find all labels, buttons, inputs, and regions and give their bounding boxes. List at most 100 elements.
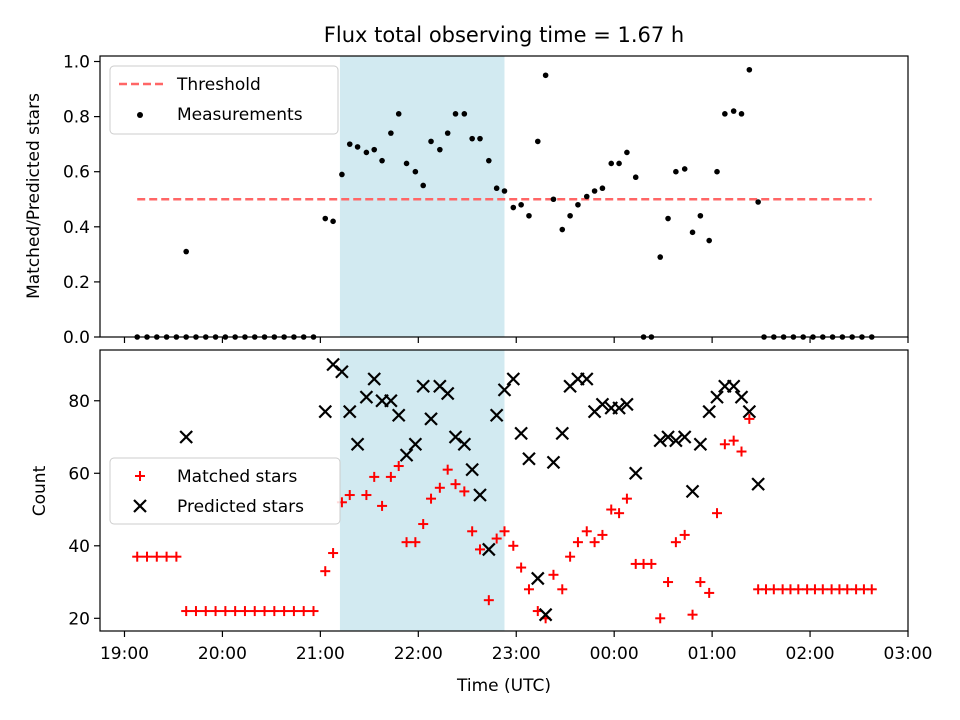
predicted-point (489, 408, 504, 423)
measurement-point (599, 185, 606, 192)
predicted-point (424, 412, 438, 426)
bottom-xtick-label: 02:00 (786, 644, 835, 664)
matched-point (606, 504, 617, 515)
matched-point (190, 606, 201, 617)
matched-point (548, 569, 559, 580)
measurement-point (608, 160, 615, 167)
matched-point (249, 606, 260, 617)
predicted-point (555, 426, 570, 441)
matched-point (410, 537, 421, 548)
matched-point (426, 493, 437, 504)
top-legend-box (109, 65, 339, 135)
matched-point (151, 551, 162, 562)
matched-point (361, 490, 372, 501)
matched-point (744, 413, 755, 424)
measurement-point (575, 201, 581, 208)
matched-point (572, 537, 583, 548)
predicted-point (359, 390, 374, 404)
matched-point (866, 584, 877, 595)
measurement-point (689, 229, 696, 236)
matched-point (621, 493, 632, 504)
matched-point (142, 551, 153, 562)
matched-point (695, 577, 706, 588)
predicted-point (416, 379, 430, 394)
matched-point (298, 606, 309, 617)
matched-point (565, 551, 576, 562)
measurement-point (510, 204, 517, 211)
measurement-point (493, 185, 500, 192)
bottom-ytick-label: 60 (68, 464, 90, 484)
matched-point (728, 435, 739, 446)
legend-matched-marker (135, 471, 145, 481)
predicted-point (612, 401, 626, 415)
measurement-point (339, 171, 345, 178)
measurement-point (388, 130, 394, 136)
matched-point (491, 533, 502, 544)
matched-point (230, 606, 241, 617)
predicted-point (335, 364, 349, 379)
top-ytick-label: 0.6 (63, 163, 90, 183)
bottom-xtick-label: 19:00 (100, 644, 149, 664)
matched-point (589, 537, 600, 548)
measurement-point (444, 130, 451, 136)
matched-point (516, 562, 527, 573)
measurement-point (616, 160, 622, 167)
predicted-point (465, 462, 479, 477)
matched-point (557, 584, 568, 595)
matched-point (220, 606, 231, 617)
measurement-point (518, 201, 524, 208)
top-legend: Threshold Measurements (109, 65, 339, 135)
measurement-point (452, 111, 459, 117)
matched-point (171, 551, 182, 562)
matched-point (210, 606, 221, 617)
matched-point (655, 613, 666, 624)
measurement-point (526, 212, 532, 219)
predicted-point (408, 437, 423, 452)
matched-point (687, 609, 698, 620)
measurement-point (501, 188, 508, 194)
measurement-point (395, 111, 402, 117)
predicted-point (440, 386, 455, 401)
measurement-point (412, 168, 419, 175)
matched-point (663, 577, 674, 588)
predicted-point (448, 430, 463, 444)
bottom-xtick-label: 01:00 (688, 644, 737, 664)
predicted-point (693, 437, 708, 452)
legend-predicted-cross (133, 499, 147, 513)
top-ytick-label: 0.0 (63, 328, 90, 348)
matched-point (132, 551, 143, 562)
matched-point (418, 519, 429, 530)
matched-point (369, 471, 380, 482)
measurement-point (461, 111, 468, 117)
measurement-point (632, 174, 639, 181)
matched-point (288, 606, 299, 617)
matched-point (377, 500, 388, 511)
bottom-legend-box (109, 457, 341, 525)
predicted-point (685, 484, 700, 499)
measurement-point (542, 72, 549, 79)
measurement-point (428, 138, 434, 145)
measurement-point (469, 135, 475, 142)
matched-point (344, 490, 355, 501)
legend-matched-plus (135, 471, 145, 481)
matched-point (719, 439, 730, 450)
predicted-point (179, 430, 193, 444)
predicted-point (522, 451, 536, 466)
measurement-point (673, 168, 679, 175)
measurement-point (714, 168, 720, 175)
predicted-point (702, 404, 716, 419)
matched-point (269, 606, 280, 617)
matched-point (475, 544, 486, 555)
predicted-point (653, 433, 667, 448)
predicted-point (473, 488, 487, 502)
bottom-xtick-label: 23:00 (492, 644, 541, 664)
measurement-point (534, 138, 541, 145)
measurement-point (183, 248, 189, 255)
measurement-point (371, 146, 378, 153)
predicted-point (579, 372, 594, 386)
measurement-point (330, 218, 336, 225)
predicted-point (677, 430, 692, 444)
matched-point (704, 587, 715, 598)
predicted-point (751, 477, 765, 491)
top-subplot: 0.0 0.2 0.4 0.6 0.8 1.0 Matched/Predicted sta… (24, 53, 909, 348)
